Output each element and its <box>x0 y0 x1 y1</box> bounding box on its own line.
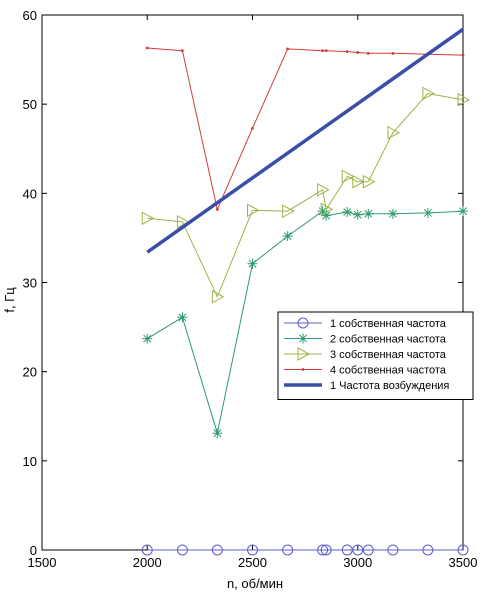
data-point <box>247 203 260 218</box>
data-point <box>363 208 374 219</box>
series-2 <box>142 206 468 439</box>
data-point <box>320 202 334 217</box>
data-point <box>422 207 433 218</box>
data-point <box>422 544 434 556</box>
legend-item: 1 собственная частота <box>284 317 447 330</box>
data-point <box>362 174 376 189</box>
legend-item: 1 Частота возбуждения <box>284 380 449 392</box>
legend-marker <box>298 333 308 344</box>
data-point <box>457 92 471 107</box>
series-line-5 <box>146 27 465 254</box>
data-point <box>341 544 353 556</box>
data-point <box>391 51 395 55</box>
data-point <box>181 49 184 53</box>
data-point <box>251 126 254 130</box>
legend-item: 3 собственная частота <box>284 347 447 361</box>
legend-marker <box>301 368 305 371</box>
series-3 <box>141 86 471 304</box>
data-point <box>352 544 364 556</box>
data-point <box>356 51 360 54</box>
data-point <box>141 544 153 556</box>
x-tick-label: 3500 <box>449 555 478 570</box>
data-point <box>352 174 365 189</box>
data-point <box>176 215 190 229</box>
x-tick-label: 2500 <box>238 555 267 570</box>
x-tick-label: 2000 <box>133 555 162 570</box>
plot-frame <box>41 14 464 551</box>
data-point <box>317 206 328 217</box>
data-point <box>362 544 374 556</box>
data-point <box>387 544 399 556</box>
legend-item: 4 собственная частота <box>284 365 447 377</box>
data-point <box>341 169 355 184</box>
data-point <box>142 333 153 344</box>
data-point <box>422 86 435 101</box>
series-layer <box>141 27 471 556</box>
data-point <box>247 258 258 269</box>
x-tick-label: 1500 <box>28 555 57 570</box>
data-point <box>324 49 328 53</box>
data-point <box>457 544 469 556</box>
y-tick-label: 60 <box>23 8 37 23</box>
data-point <box>321 210 332 221</box>
y-axis-label: f, Гц <box>2 287 17 313</box>
data-point <box>177 312 188 323</box>
data-point <box>211 289 225 304</box>
data-point <box>387 125 400 140</box>
legend-marker <box>297 347 311 361</box>
data-point <box>247 544 258 556</box>
y-tick-label: 40 <box>23 186 37 201</box>
series-5 <box>146 27 465 254</box>
axes: 1500 2000 2500 3000 3500 0 10 20 30 40 50 60 <box>23 8 478 570</box>
data-point <box>345 50 349 53</box>
x-axis-label: n, об/мин <box>227 576 283 591</box>
data-point <box>145 46 149 50</box>
legend-label: 1 собственная частота <box>330 318 447 330</box>
y-tick-label: 50 <box>23 97 37 112</box>
data-point <box>282 231 293 242</box>
legend-marker <box>297 317 309 329</box>
data-point <box>176 544 188 556</box>
legend-label: 4 собственная частота <box>330 365 447 377</box>
y-tick-label: 0 <box>30 543 37 558</box>
data-point <box>286 47 290 51</box>
data-point <box>282 544 294 556</box>
legend-label: 3 собственная частота <box>330 349 447 361</box>
data-point <box>317 544 329 556</box>
series-line-3 <box>147 92 464 299</box>
data-point <box>317 182 330 197</box>
legend-label: 2 собственная частота <box>330 334 447 346</box>
data-point <box>461 53 465 57</box>
legend-label: 1 Частота возбуждения <box>330 380 449 392</box>
series-1 <box>141 544 469 556</box>
y-tick-label: 10 <box>23 454 37 469</box>
legend: 1 собственная частота 2 собственная часто… <box>277 311 474 400</box>
data-point <box>320 544 332 556</box>
data-point <box>342 207 353 218</box>
y-tick-label: 30 <box>23 276 37 291</box>
y-tick-label: 20 <box>23 365 37 380</box>
data-point <box>458 206 468 217</box>
legend-item: 2 собственная частота <box>284 333 447 346</box>
data-point <box>352 209 363 220</box>
x-tick-label: 3000 <box>343 555 372 570</box>
series-4 <box>145 46 465 212</box>
data-point <box>212 428 223 439</box>
data-point <box>282 204 295 219</box>
data-point <box>387 208 398 219</box>
data-point <box>211 544 223 556</box>
data-point <box>321 49 324 53</box>
data-point <box>215 207 219 211</box>
data-point <box>366 51 370 55</box>
data-point <box>141 211 155 226</box>
